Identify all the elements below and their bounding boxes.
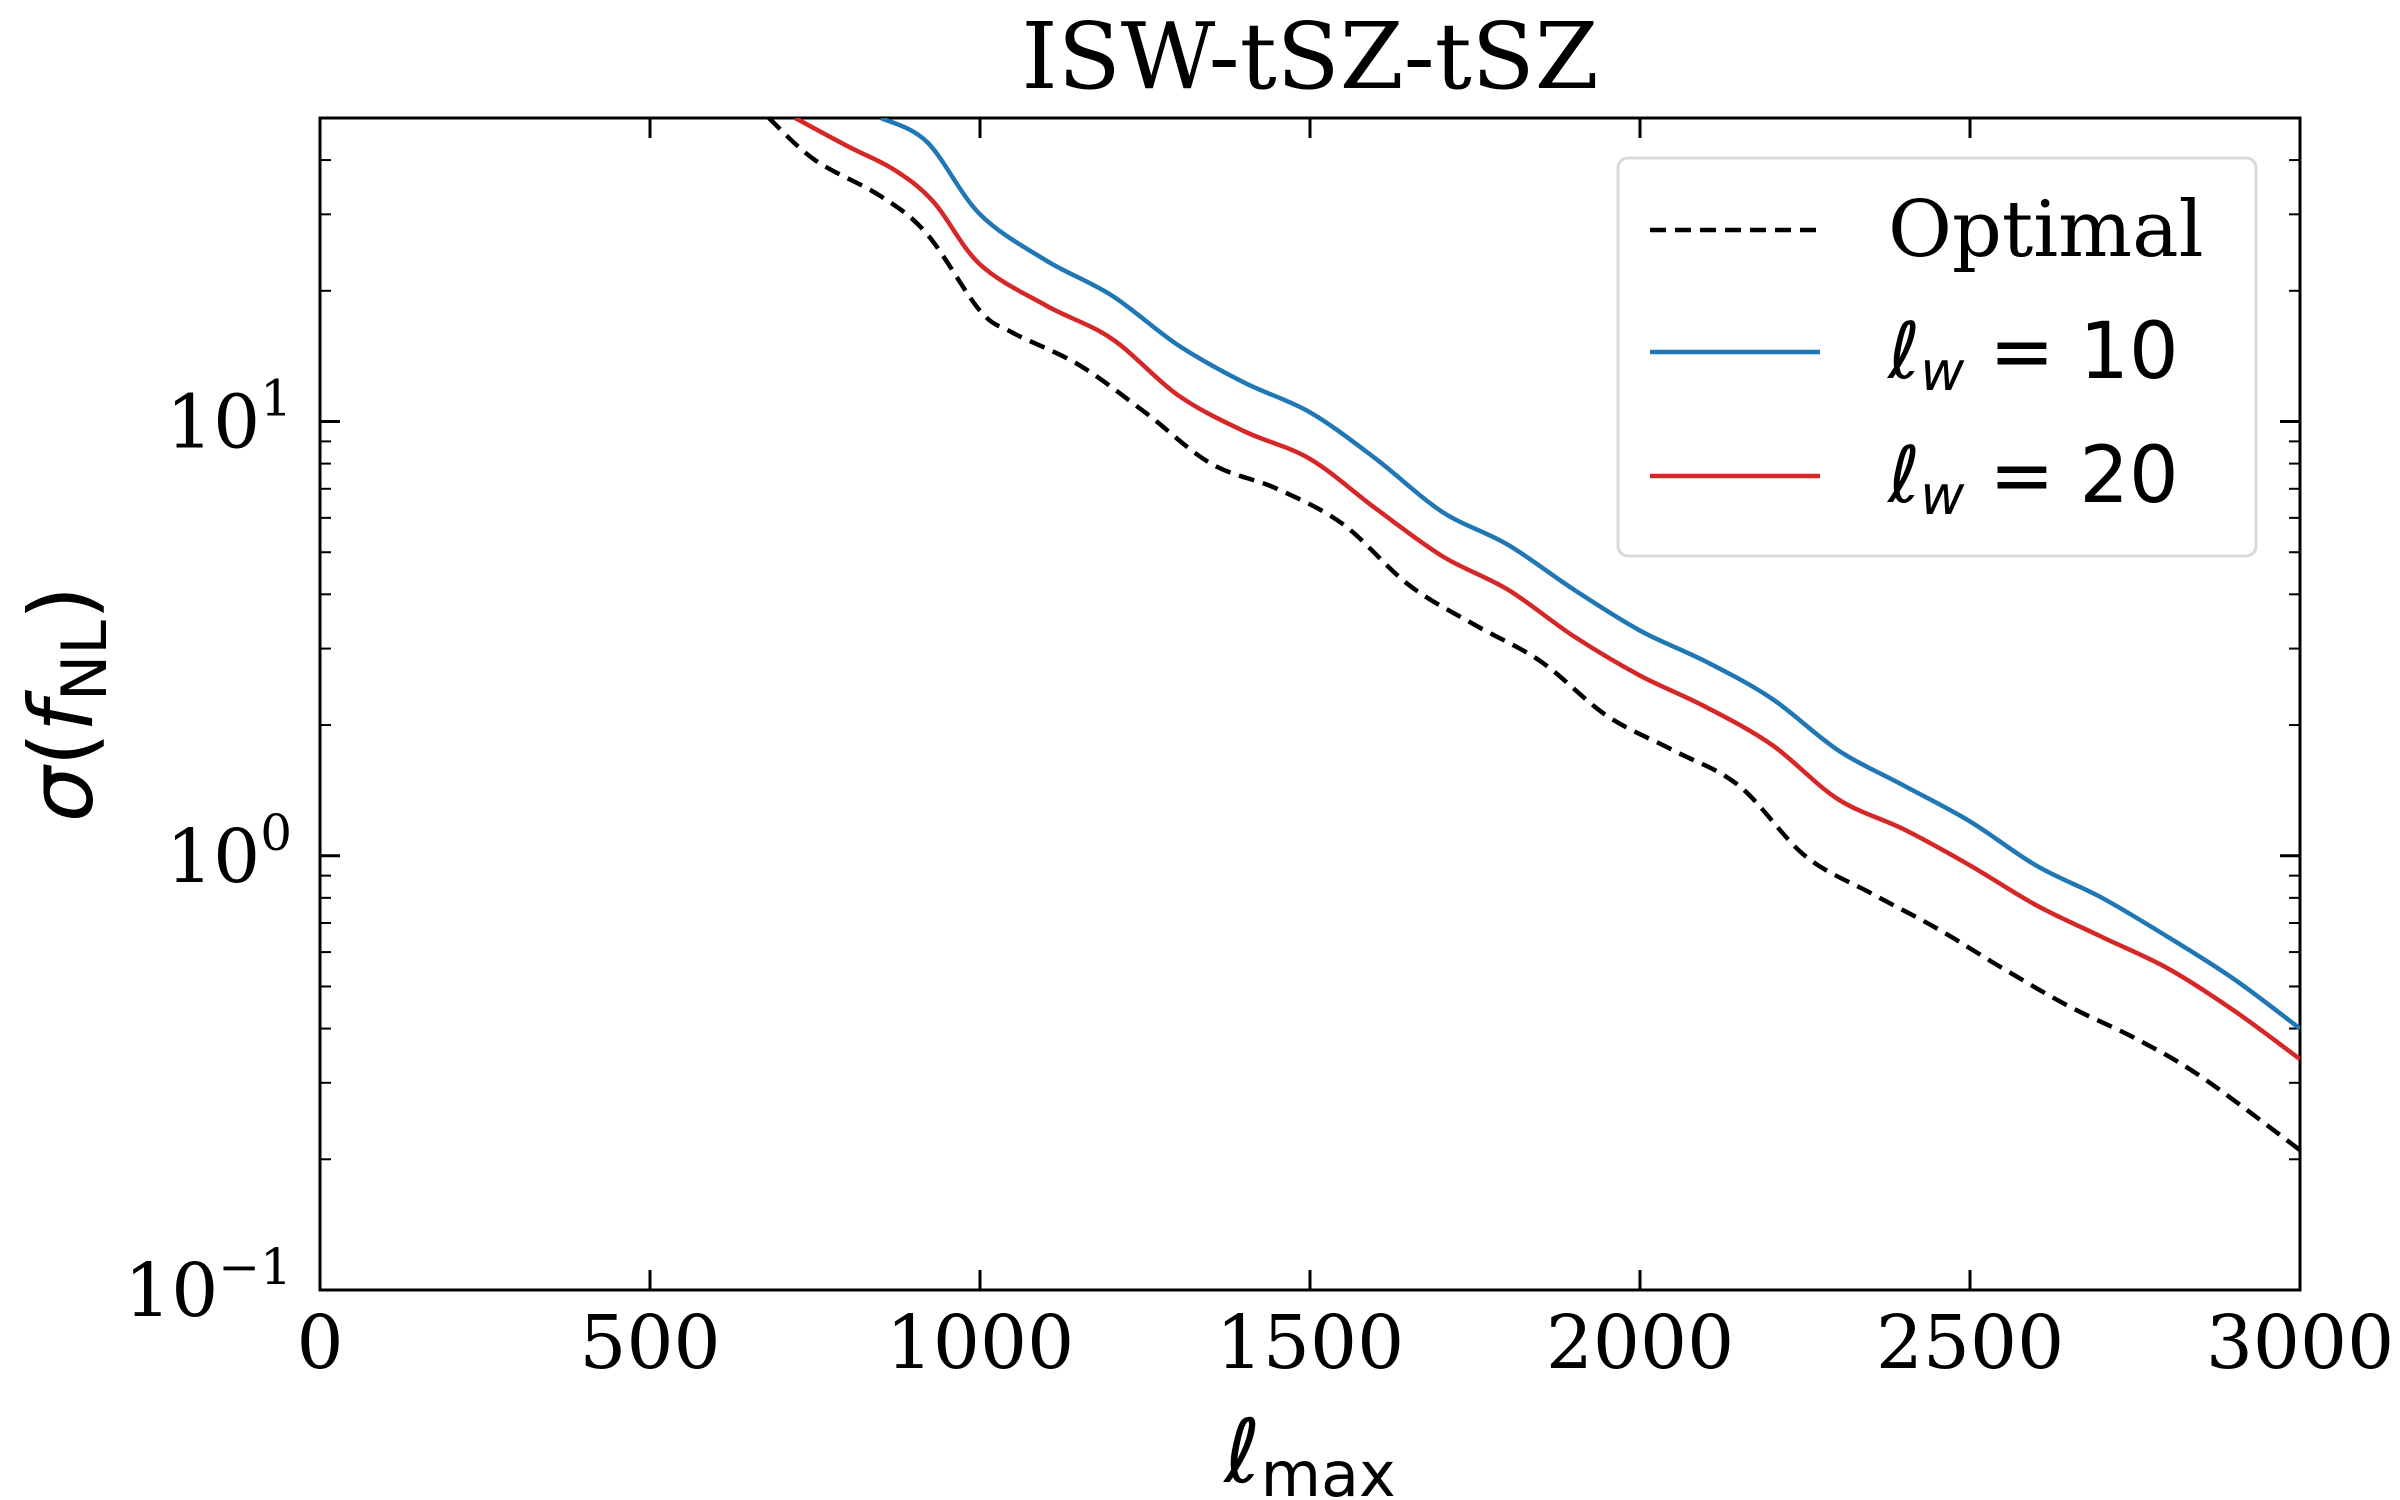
chart-title: ISW-tSZ-tSZ [1021,3,1598,110]
series-line-lw10 [879,118,2300,1031]
y-axis-label: σ(fNL) [10,586,121,822]
x-axis-label: ℓmax [1222,1400,1395,1500]
x-tick-label: 2500 [1876,1300,2064,1386]
y-tick-label: 101 [166,370,292,466]
series-line-optimal [767,118,2300,1152]
legend-box [1616,156,2258,558]
axes-layer: 0 500 1000 1500 2000 2500 3000 10−1 100 101 ℓmax σ(… [10,116,2394,1500]
x-tick-label: 3000 [2206,1300,2394,1386]
legend-entry-optimal: Optimal [1888,185,2204,275]
y-tick-label: 10−1 [124,1238,292,1334]
x-tick-label: 1500 [1216,1300,1404,1386]
legend-entry-lw20: ℓw = 20 [1886,431,2179,527]
x-tick-label: 2000 [1546,1300,1734,1386]
legend-entry-lw10: ℓw = 10 [1886,307,2179,403]
x-tick-label: 0 [296,1300,343,1386]
series-layer [767,118,2300,1152]
legend: Optimal ℓw = 10 ℓw = 20 [1616,156,2258,558]
y-tick-label: 100 [166,804,292,900]
series-line-lw20 [794,118,2300,1062]
x-tick-label: 500 [579,1300,720,1386]
x-tick-label: 1000 [886,1300,1074,1386]
